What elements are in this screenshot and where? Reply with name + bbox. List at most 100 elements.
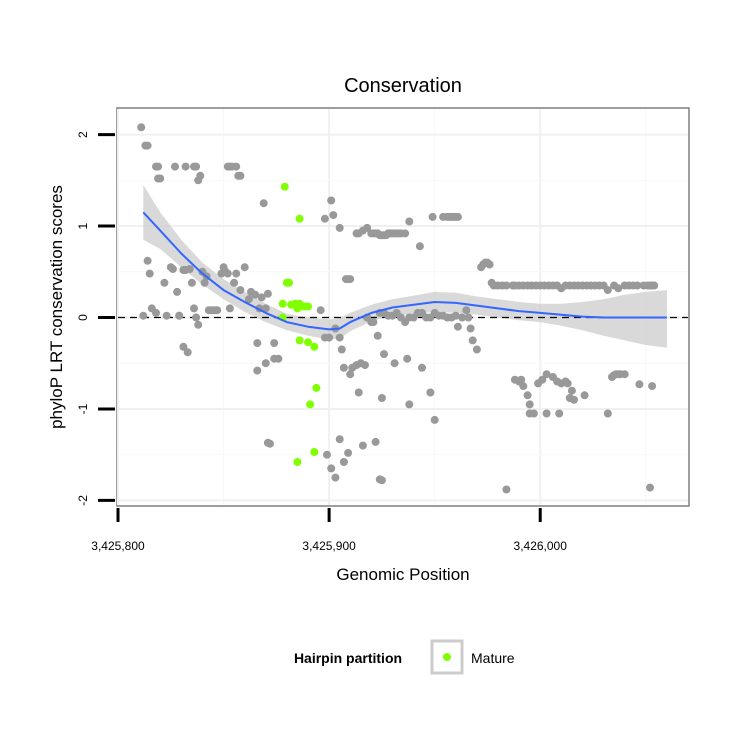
data-point-other xyxy=(517,375,526,384)
data-point-mature xyxy=(285,278,293,287)
data-point-other xyxy=(261,359,270,368)
data-point-other xyxy=(502,281,511,290)
data-point-other xyxy=(179,342,188,351)
x-axis-title: Genomic Position xyxy=(336,565,469,584)
data-point-mature xyxy=(278,299,287,308)
data-point-other xyxy=(525,409,534,418)
y-tick-label: -2 xyxy=(76,495,90,506)
data-point-other xyxy=(580,391,589,400)
data-point-other xyxy=(266,439,274,448)
data-point-other xyxy=(380,350,388,359)
data-point-other xyxy=(401,229,410,238)
data-point-other xyxy=(171,162,179,171)
data-point-other xyxy=(240,263,249,272)
data-point-other xyxy=(335,333,344,342)
data-point-other xyxy=(154,162,163,171)
data-point-other xyxy=(274,354,283,363)
data-point-other xyxy=(462,306,471,315)
data-point-mature xyxy=(293,458,302,466)
data-point-other xyxy=(519,382,528,391)
data-point-other xyxy=(253,339,262,348)
data-point-other xyxy=(223,269,232,278)
data-point-mature xyxy=(306,400,315,409)
data-point-other xyxy=(181,162,190,171)
data-point-other xyxy=(458,313,467,322)
data-point-other xyxy=(192,313,201,322)
smooth-confidence-band xyxy=(143,184,667,348)
data-point-other xyxy=(502,485,511,494)
data-point-other xyxy=(145,269,154,278)
data-point-other xyxy=(335,435,344,444)
data-point-other xyxy=(453,212,462,221)
data-point-other xyxy=(185,265,194,273)
data-point-other xyxy=(472,345,481,354)
data-point-other xyxy=(646,483,654,492)
data-point-other xyxy=(232,162,241,171)
data-point-other xyxy=(213,306,222,315)
data-point-other xyxy=(354,388,363,397)
data-point-other xyxy=(331,473,340,482)
data-point-other xyxy=(451,311,460,320)
legend-label-mature: Mature xyxy=(471,650,515,666)
data-point-other xyxy=(259,199,268,208)
data-point-mature xyxy=(304,338,312,347)
data-point-other xyxy=(194,320,203,329)
data-point-other xyxy=(162,311,171,320)
data-point-other xyxy=(232,269,241,278)
data-point-other xyxy=(403,354,412,363)
y-axis: -2 -1 0 1 2 xyxy=(76,131,115,506)
data-point-other xyxy=(358,441,367,450)
data-point-other xyxy=(143,256,152,265)
data-point-other xyxy=(253,366,262,375)
y-axis-title: phyloP LRT conservation scores xyxy=(47,185,66,429)
data-point-other xyxy=(339,458,348,466)
data-point-other xyxy=(363,223,372,232)
smooth-trend-line xyxy=(142,211,667,331)
data-point-other xyxy=(196,171,205,180)
data-point-other xyxy=(168,265,177,273)
data-point-other xyxy=(152,308,160,317)
data-point-other xyxy=(555,409,564,418)
data-point-mature xyxy=(304,302,312,311)
data-point-mature xyxy=(310,342,319,351)
data-point-other xyxy=(565,394,574,402)
data-point-other xyxy=(405,400,414,409)
data-point-other xyxy=(633,281,642,290)
data-point-other xyxy=(183,348,192,357)
legend: Hairpin partition Mature xyxy=(294,639,515,675)
points-layer xyxy=(137,123,659,494)
data-point-other xyxy=(190,304,198,313)
data-point-other xyxy=(377,394,386,402)
data-point-other xyxy=(371,437,380,446)
data-point-other xyxy=(175,311,184,320)
data-point-other xyxy=(139,311,148,320)
data-point-other xyxy=(418,363,426,372)
data-point-other xyxy=(603,286,612,295)
smooth-confidence-band-layer xyxy=(143,184,667,348)
y-tick-label: 2 xyxy=(76,131,90,138)
data-point-other xyxy=(428,212,437,221)
data-point-other xyxy=(192,162,201,171)
data-point-other xyxy=(390,359,399,368)
chart-title: Conservation xyxy=(344,75,462,97)
y-tick-label: -1 xyxy=(76,403,90,414)
data-point-mature xyxy=(312,383,321,392)
data-point-other xyxy=(426,388,435,397)
legend-title: Hairpin partition xyxy=(294,650,402,666)
data-point-other xyxy=(346,370,355,379)
x-tick-label: 3,426,000 xyxy=(514,539,568,553)
data-point-other xyxy=(143,141,152,150)
data-point-other xyxy=(525,400,534,409)
data-point-other xyxy=(485,260,494,269)
data-point-other xyxy=(327,464,336,473)
data-point-other xyxy=(270,339,279,348)
data-point-other xyxy=(369,318,378,327)
legend-key xyxy=(430,639,464,675)
data-point-other xyxy=(373,331,382,340)
data-point-mature xyxy=(280,182,289,191)
data-point-other xyxy=(160,278,169,287)
smooth-curve-layer xyxy=(142,211,667,331)
legend-key-mature-point xyxy=(443,653,451,661)
data-point-other xyxy=(346,275,355,284)
